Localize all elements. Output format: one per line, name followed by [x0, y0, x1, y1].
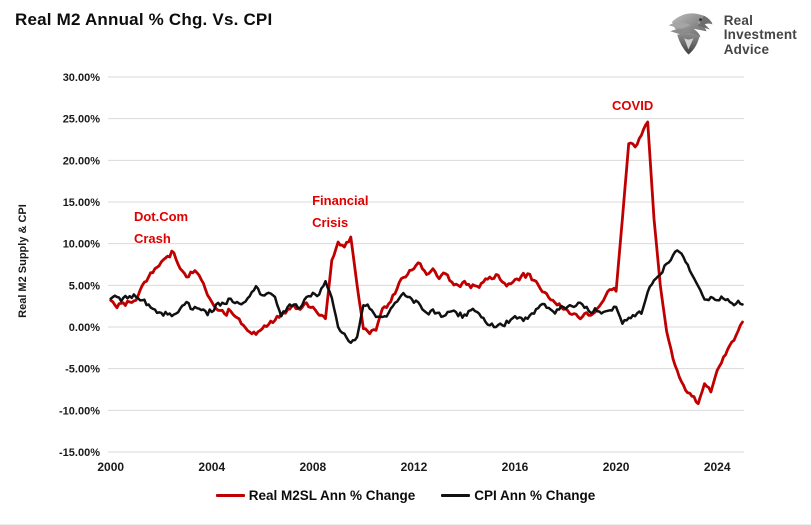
- series-line-cpi: [109, 249, 744, 345]
- x-axis-tick-label: 2008: [300, 460, 327, 474]
- y-axis-tick-label: 10.00%: [63, 239, 101, 251]
- legend-swatch-real-m2: [215, 494, 245, 497]
- chart-title: Real M2 Annual % Chg. Vs. CPI: [15, 10, 273, 29]
- eagle-icon: [665, 8, 717, 63]
- annotation-covid: COVID: [612, 98, 654, 114]
- x-axis-tick-label: 2024: [704, 460, 731, 474]
- y-axis-tick-label: 30.00%: [63, 72, 101, 84]
- y-axis-tick-label: -10.00%: [59, 405, 100, 417]
- legend-label-cpi: CPI Ann % Change: [474, 488, 596, 503]
- y-axis-tick-label: -15.00%: [59, 447, 100, 459]
- brand-logo: Real Investment Advice: [665, 8, 797, 63]
- y-axis-tick-label: 15.00%: [63, 197, 101, 209]
- y-axis-tick-label: 25.00%: [63, 114, 101, 126]
- y-axis-tick-label: 5.00%: [69, 280, 100, 292]
- y-axis-tick-label: 20.00%: [63, 155, 101, 167]
- x-axis-tick-label: 2016: [502, 460, 529, 474]
- x-axis-tick-label: 2020: [603, 460, 630, 474]
- y-axis-tick-label: -5.00%: [65, 364, 100, 376]
- x-axis-tick-label: 2004: [198, 460, 225, 474]
- legend-label-real-m2: Real M2SL Ann % Change: [248, 488, 416, 503]
- brand-name: Real Investment Advice: [723, 12, 797, 57]
- legend-item-cpi: CPI Ann % Change: [441, 488, 595, 503]
- x-axis-tick-label: 2012: [401, 460, 428, 474]
- legend-swatch-cpi: [441, 494, 471, 497]
- annotation-dotcom-crash: Dot.Com Crash: [133, 209, 189, 246]
- series-line-real-m2: [109, 120, 744, 406]
- x-axis-tick-label: 2000: [97, 460, 124, 474]
- y-axis-tick-label: 0.00%: [69, 322, 100, 334]
- legend-item-real-m2: Real M2SL Ann % Change: [215, 488, 416, 503]
- annotation-financial-crisis: Financial Crisis: [312, 193, 369, 231]
- legend: Real M2SL Ann % Change CPI Ann % Change: [0, 488, 811, 503]
